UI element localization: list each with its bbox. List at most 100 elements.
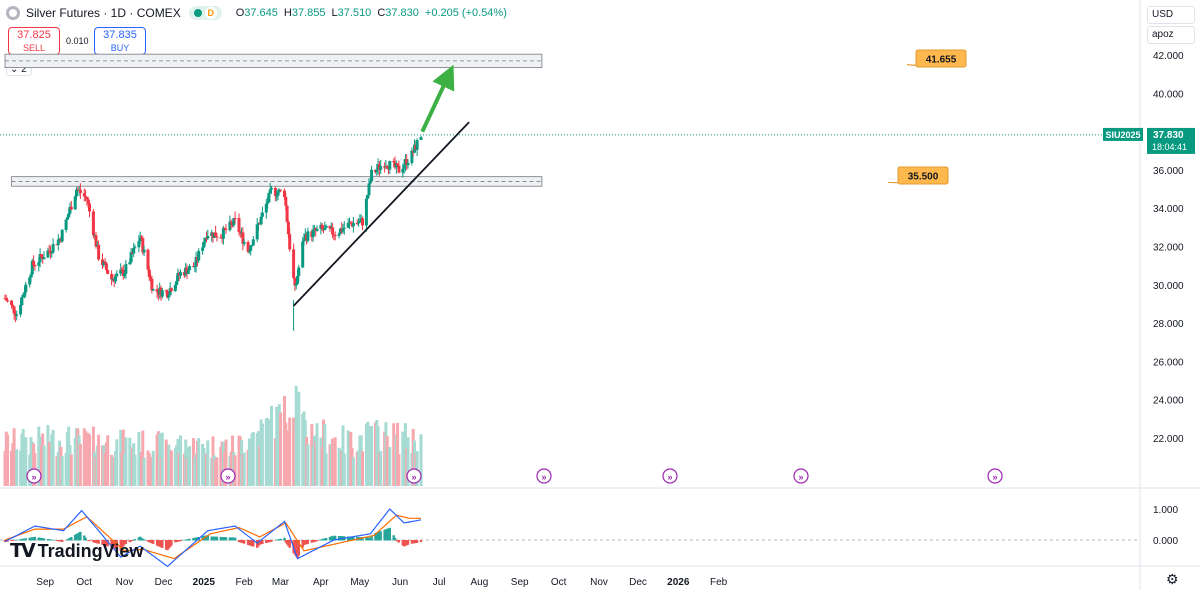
macd-histogram-bar: [19, 539, 22, 541]
buy-label: BUY: [110, 43, 130, 53]
time-tick-label: 2025: [193, 577, 216, 588]
candle-body: [29, 274, 33, 278]
tradingview-logo[interactable]: 𝗧𝗩 TradingView: [10, 540, 143, 563]
candle-body: [405, 159, 409, 166]
macd-histogram-bar: [102, 540, 105, 546]
market-status[interactable]: D: [188, 6, 222, 20]
macd-histogram-bar: [215, 536, 219, 541]
candle-body: [12, 306, 16, 314]
macd-histogram-bar: [28, 537, 31, 541]
candle-body: [46, 250, 50, 258]
candle-body: [6, 300, 10, 302]
macd-histogram-bar: [283, 537, 286, 541]
candle-body: [60, 229, 64, 242]
macd-histogram-bar: [11, 540, 14, 541]
macd-histogram-bar: [188, 538, 191, 541]
macd-histogram-bar: [324, 538, 328, 541]
gear-icon[interactable]: ⚙: [1166, 571, 1179, 587]
currency-button[interactable]: USD: [1147, 6, 1195, 24]
candle-body: [138, 237, 142, 242]
candle-body: [301, 241, 305, 268]
macd-histogram-bar: [414, 540, 417, 544]
macd-histogram-bar: [311, 540, 315, 543]
event-marker-icon[interactable]: [536, 468, 552, 484]
macd-histogram-bar: [70, 537, 73, 541]
candle-body: [33, 265, 37, 267]
candle-body: [38, 254, 42, 263]
high-value: 37.855: [291, 7, 326, 19]
macd-histogram-bar: [92, 540, 95, 543]
candle-body: [249, 245, 253, 251]
candle-body: [56, 239, 60, 245]
candle-body: [410, 150, 414, 163]
macd-histogram-bar: [321, 539, 324, 541]
macd-histogram-bar: [75, 534, 78, 541]
macd-histogram-bar: [140, 537, 143, 541]
candle-body: [169, 288, 173, 292]
candle-body: [160, 290, 164, 297]
candle-body: [194, 257, 198, 267]
macd-histogram-bar: [302, 540, 306, 545]
macd-histogram-bar: [76, 533, 79, 541]
candle-body: [286, 221, 290, 235]
macd-histogram-bar: [103, 540, 107, 546]
macd-histogram-bar: [393, 537, 397, 541]
event-marker-icon[interactable]: [220, 468, 236, 484]
volume-bar: [406, 437, 410, 486]
macd-line: [4, 508, 422, 568]
candle-body: [15, 314, 19, 316]
time-tick-label: 2026: [667, 577, 690, 588]
volume-bar: [124, 437, 128, 486]
macd-histogram-bar: [361, 537, 364, 541]
macd-histogram-bar: [397, 540, 401, 543]
event-marker-icon[interactable]: [987, 468, 1003, 484]
macd-histogram-bar: [369, 537, 372, 541]
macd-histogram-bar: [168, 540, 172, 548]
candle-body: [370, 169, 374, 182]
scale-mode-button[interactable]: apoz: [1147, 26, 1195, 44]
candle-body: [203, 237, 207, 242]
candle-body: [214, 232, 218, 237]
price-tick-label: 24.000: [1153, 396, 1184, 407]
volume-bar: [297, 391, 301, 486]
macd-histogram-bar: [123, 540, 126, 545]
legend-header: Silver Futures · 1D · COMEX D O37.645 H3…: [6, 4, 507, 22]
candle-body: [168, 288, 172, 296]
macd-histogram-bar: [133, 539, 137, 541]
symbol-title[interactable]: Silver Futures · 1D · COMEX: [26, 6, 181, 20]
macd-histogram-bar: [40, 537, 43, 541]
candle-body: [164, 290, 168, 292]
macd-histogram-bar: [14, 539, 17, 541]
event-marker-icon[interactable]: [26, 468, 42, 484]
candle-body: [368, 181, 372, 184]
event-marker-icon[interactable]: [662, 468, 678, 484]
volume-bar: [42, 445, 46, 486]
event-marker-icon[interactable]: [406, 468, 422, 484]
candle-body: [10, 300, 13, 306]
macd-histogram-bar: [48, 539, 51, 541]
macd-histogram-bar: [165, 540, 168, 550]
macd-histogram-bar: [120, 540, 124, 549]
candle-body: [346, 222, 350, 228]
candle-body: [4, 298, 8, 301]
candle-body: [364, 198, 368, 226]
time-tick-label: May: [350, 577, 369, 588]
volume-bar: [279, 412, 283, 486]
macd-histogram-bar: [33, 536, 37, 541]
callout-label: 35.500: [908, 172, 939, 183]
macd-histogram-bar: [314, 540, 317, 542]
macd-histogram-bar: [378, 531, 381, 541]
delayed-data-icon: D: [204, 7, 217, 19]
candle-body: [349, 222, 353, 224]
macd-histogram-bar: [94, 540, 98, 544]
macd-histogram-bar: [402, 540, 406, 547]
macd-histogram-bar: [88, 540, 91, 542]
macd-histogram-bar: [176, 540, 180, 542]
candle-body: [283, 190, 286, 197]
macd-histogram-bar: [61, 540, 64, 542]
macd-histogram-bar: [131, 540, 134, 541]
event-marker-icon[interactable]: [793, 468, 809, 484]
macd-histogram-bar: [337, 536, 341, 541]
volume-bar: [160, 432, 164, 486]
